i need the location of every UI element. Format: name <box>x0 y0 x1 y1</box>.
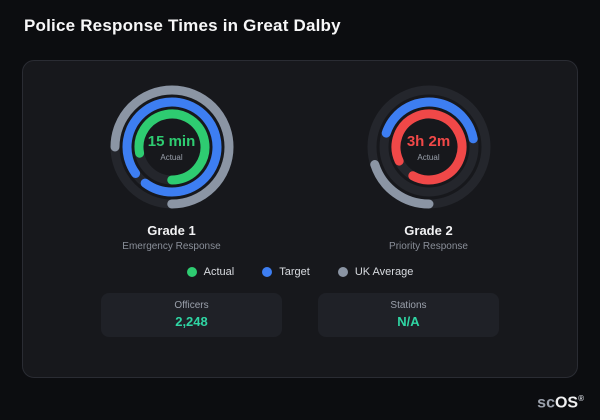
logo-suffix: OS <box>554 394 579 411</box>
legend-dot-actual <box>186 267 197 277</box>
gauge-grade-2: 3h 2m Actual Grade 2 Priority Response <box>309 81 549 252</box>
legend-item-target[interactable]: Target <box>262 266 310 278</box>
legend-dot-target <box>262 267 273 277</box>
registered-mark: ® <box>578 393 584 403</box>
gauge-category-label: Grade 2 <box>404 223 453 238</box>
brand-logo: scOS® <box>537 394 584 412</box>
ring-target <box>379 97 478 197</box>
chart-legend: Actual Target UK Average <box>43 266 557 278</box>
gauges-row: 15 min Actual Grade 1 Emergency Response 3h … <box>43 81 557 252</box>
ring-uk-average <box>110 85 233 209</box>
gauge-rings-grade-2: 3h 2m Actual <box>363 81 495 213</box>
stat-label: Officers <box>174 300 209 311</box>
stat-value: N/A <box>397 314 420 329</box>
gauge-rings-grade-1: 15 min Actual <box>106 81 238 213</box>
stat-box-officers: Officers 2,248 <box>101 293 282 337</box>
gauge-value: 15 min <box>147 132 196 150</box>
response-times-card: 15 min Actual Grade 1 Emergency Response 3h … <box>22 60 578 378</box>
page-title: Police Response Times in Great Dalby <box>24 16 341 35</box>
gauge-subtitle: Emergency Response <box>122 241 221 252</box>
gauge-caption: Actual <box>160 152 183 162</box>
legend-item-actual[interactable]: Actual <box>186 266 235 278</box>
legend-dot-uk-average <box>337 267 348 277</box>
stat-box-stations: Stations N/A <box>318 293 499 337</box>
stat-value: 2,248 <box>175 314 208 329</box>
gauge-center-text: 15 min Actual <box>106 81 238 213</box>
ring-actual <box>134 109 209 185</box>
gauge-svg <box>367 85 490 209</box>
gauge-caption: Actual <box>417 152 440 162</box>
gauge-category-label: Grade 1 <box>147 223 196 238</box>
ring-uk-average <box>367 85 490 209</box>
gauge-svg <box>110 85 233 209</box>
ring-actual <box>391 109 466 185</box>
gauge-subtitle: Priority Response <box>389 241 468 252</box>
legend-item-uk-average[interactable]: UK Average <box>337 266 414 278</box>
logo-prefix: sc <box>537 394 555 411</box>
gauge-value: 3h 2m <box>406 132 451 150</box>
ring-target <box>122 97 221 197</box>
gauge-grade-1: 15 min Actual Grade 1 Emergency Response <box>52 81 292 252</box>
legend-label: Target <box>279 266 310 278</box>
stat-label: Stations <box>390 300 427 311</box>
gauge-center-text: 3h 2m Actual <box>363 81 495 213</box>
legend-label: Actual <box>203 266 235 278</box>
stats-row: Officers 2,248 Stations N/A <box>43 293 557 337</box>
legend-label: UK Average <box>354 266 414 278</box>
